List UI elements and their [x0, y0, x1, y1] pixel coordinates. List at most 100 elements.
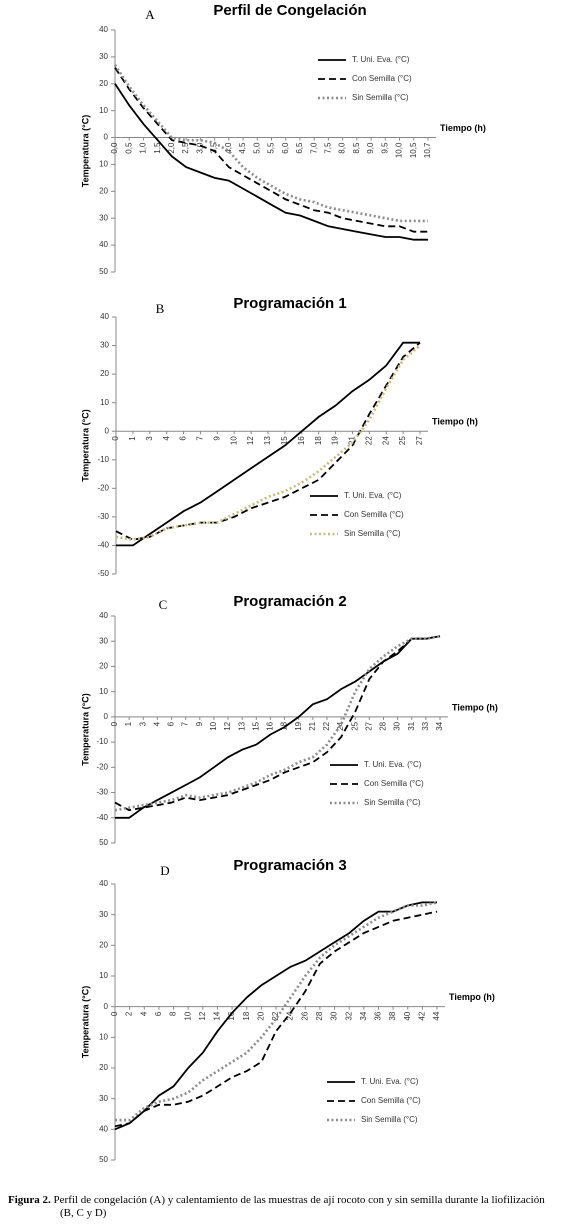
x-tick-label: 0	[110, 1011, 119, 1016]
x-tick-label: 24	[336, 721, 345, 730]
x-tick-label: 21	[348, 436, 357, 445]
y-tick-label: 20	[99, 1063, 108, 1072]
y-tick-label: 0	[104, 133, 109, 142]
x-tick-label: 16	[297, 436, 306, 445]
x-tick-label: 6	[179, 436, 188, 441]
x-tick-label: 0,5	[124, 142, 133, 154]
x-tick-label: 9	[212, 436, 221, 441]
series-line	[114, 910, 438, 1128]
y-axis-label: Temperatura (°C)	[80, 115, 90, 187]
series-line	[114, 901, 437, 1131]
chart-title: Programación 2	[233, 593, 346, 610]
y-tick-label: 40	[99, 240, 108, 249]
x-tick-label: 0	[111, 436, 120, 441]
x-tick-label: 24	[381, 436, 390, 445]
y-tick-label: 30	[99, 636, 108, 645]
x-tick-label: 3,0	[195, 142, 204, 154]
x-tick-label: 28	[379, 721, 388, 730]
x-tick-label: 30	[393, 721, 402, 730]
series-line	[114, 634, 441, 812]
x-tick-label: 10	[209, 721, 218, 730]
legend-label: Con Semilla (°C)	[361, 1096, 421, 1105]
y-tick-label: 50	[99, 1155, 108, 1164]
x-tick-label: 22	[364, 436, 373, 445]
x-tick-label: 8	[169, 1011, 178, 1016]
x-tick-label: 5,5	[267, 142, 276, 154]
x-tick-label: 22	[271, 1011, 280, 1020]
panel-label: B	[156, 301, 165, 316]
x-tick-label: 18	[280, 721, 289, 730]
y-tick-label: 40	[100, 312, 109, 321]
x-tick-label: 40	[403, 1011, 412, 1020]
legend-label: Sin Semilla (°C)	[361, 1115, 418, 1124]
series-line	[114, 83, 428, 241]
x-tick-label: 2	[125, 1011, 134, 1016]
caption-text: Perfil de congelación (A) y calentamient…	[53, 1194, 545, 1219]
x-tick-label: 2,0	[167, 142, 176, 154]
x-tick-label: 19	[294, 721, 303, 730]
legend-label: T. Uni. Eva. (°C)	[344, 491, 402, 500]
x-tick-label: 0	[110, 721, 119, 726]
x-tick-label: 25	[350, 721, 359, 730]
y-tick-label: 0	[104, 712, 109, 721]
x-tick-label: 32	[344, 1011, 353, 1020]
y-tick-label: 20	[100, 369, 109, 378]
y-tick-label: 20	[99, 662, 108, 671]
y-axis-label: Temperatura (°C)	[80, 986, 90, 1058]
x-tick-label: 15	[251, 721, 260, 730]
x-tick-label: 3	[145, 436, 154, 441]
y-tick-label: 30	[99, 910, 108, 919]
y-tick-label: 30	[99, 213, 108, 222]
x-tick-label: 3,5	[210, 142, 219, 154]
caption: Figura 2. Perfil de congelación (A) y ca…	[8, 1194, 556, 1220]
legend-label: Con Semilla (°C)	[344, 510, 404, 519]
y-tick-label: 50	[99, 838, 108, 847]
x-tick-label: 1	[128, 436, 137, 441]
x-tick-label: 9	[195, 721, 204, 726]
x-tick-label: 38	[388, 1011, 397, 1020]
x-tick-label: 34	[435, 721, 444, 730]
legend-label: Sin Semilla (°C)	[352, 93, 409, 102]
x-tick-label: 18	[242, 1011, 251, 1020]
x-axis-label: Tiempo (h)	[449, 992, 495, 1002]
y-axis-label: Temperatura (°C)	[80, 693, 90, 765]
legend-label: Con Semilla (°C)	[352, 74, 412, 83]
x-tick-label: 6	[167, 721, 176, 726]
x-tick-label: 5,0	[252, 142, 261, 154]
x-tick-label: 14	[213, 1011, 222, 1020]
y-tick-label: 30	[100, 341, 109, 350]
y-tick-label: 10	[99, 687, 108, 696]
x-tick-label: 6,0	[281, 142, 290, 154]
x-tick-label: 8,5	[352, 142, 361, 154]
y-tick-label: -20	[97, 483, 109, 492]
x-tick-label: 18	[314, 436, 323, 445]
y-tick-label: -40	[96, 813, 108, 822]
x-tick-label: 2,5	[181, 142, 190, 154]
legend-label: Sin Semilla (°C)	[364, 798, 421, 807]
x-tick-label: 9,5	[380, 142, 389, 154]
x-tick-label: 28	[315, 1011, 324, 1020]
x-tick-label: 26	[300, 1011, 309, 1020]
figure: Perfil de CongelaciónA504030201001020304…	[80, 2, 498, 1164]
y-tick-label: 10	[100, 398, 109, 407]
x-tick-label: 20	[256, 1011, 265, 1020]
y-tick-label: 10	[99, 1032, 108, 1041]
x-tick-label: 10	[229, 436, 238, 445]
x-axis-label: Tiempo (h)	[440, 123, 486, 133]
legend-label: T. Uni. Eva. (°C)	[364, 760, 422, 769]
y-tick-label: -20	[96, 762, 108, 771]
x-tick-label: 10,7	[423, 142, 432, 158]
x-tick-label: 10	[183, 1011, 192, 1020]
y-tick-label: 10	[99, 160, 108, 169]
x-tick-label: 16	[227, 1011, 236, 1020]
x-tick-label: 6	[154, 1011, 163, 1016]
x-tick-label: 10,0	[395, 142, 404, 158]
y-tick-label: -10	[97, 455, 109, 464]
panel-label: D	[160, 863, 169, 878]
x-tick-label: 42	[417, 1011, 426, 1020]
series-line	[114, 635, 441, 812]
x-tick-label: 16	[266, 721, 275, 730]
x-axis-label: Tiempo (h)	[452, 702, 498, 712]
y-tick-label: 40	[99, 611, 108, 620]
